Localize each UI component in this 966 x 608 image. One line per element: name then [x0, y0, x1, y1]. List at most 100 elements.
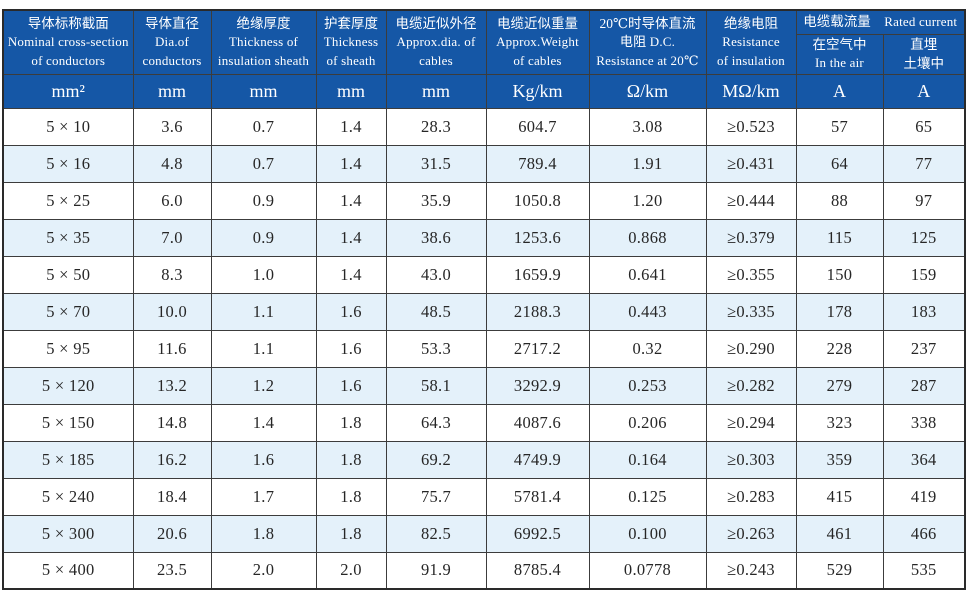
table-row: 5 × 16 4.8 0.7 1.4 31.5 789.4 1.91 ≥0.431 64 77 [2, 144, 966, 183]
unit-cell: mm² [2, 73, 134, 109]
header-zh: 绝缘电阻 [724, 15, 778, 31]
table-cell: 1.6 [315, 292, 387, 331]
table-cell: 115 [795, 218, 884, 257]
table-cell: 1659.9 [485, 255, 590, 294]
table-cell: ≥0.335 [705, 292, 797, 331]
col-header-current-buried: 直埋 土壤中 [882, 33, 966, 75]
table-row: 5 × 185 16.2 1.6 1.8 69.2 4749.9 0.164 ≥0.303 35… [2, 440, 966, 479]
header-en: Approx.Weight [496, 34, 579, 50]
catalog-page: 导体标称截面 Nominal cross-section of conducto… [0, 9, 966, 608]
table-cell: ≥0.243 [705, 551, 797, 590]
table-cell: 3292.9 [485, 366, 590, 405]
table-cell: 0.641 [588, 255, 707, 294]
table-cell: 4749.9 [485, 440, 590, 479]
header-en: of cables [513, 53, 562, 69]
table-cell: 1.8 [315, 477, 387, 516]
table-cell: 5 × 150 [2, 403, 134, 442]
table-cell: 1.1 [210, 292, 317, 331]
table-cell: 0.253 [588, 366, 707, 405]
table-cell: 0.0778 [588, 551, 707, 590]
table-cell: 5 × 10 [2, 107, 134, 146]
table-cell: 1.4 [315, 218, 387, 257]
table-cell: 466 [882, 514, 966, 553]
header-zh: 导体标称截面 [27, 15, 109, 31]
table-cell: 5 × 95 [2, 329, 134, 368]
table-row: 5 × 95 11.6 1.1 1.6 53.3 2717.2 0.32 ≥0.290 228 2… [2, 329, 966, 368]
header-zh: 20℃时导体直流 [599, 15, 696, 31]
table-cell: 1050.8 [485, 181, 590, 220]
table-cell: 64 [795, 144, 884, 183]
table-cell: 1.8 [315, 514, 387, 553]
col-header-insulation-resistance: 绝缘电阻 Resistance of insulation [705, 9, 797, 75]
table-cell: 1.8 [210, 514, 317, 553]
table-cell: 1.6 [315, 329, 387, 368]
header-en: Thickness of [228, 34, 299, 50]
header-en: Rated current [884, 13, 958, 29]
header-subtitle-row: 在空气中 In the air 直埋 土壤中 [3, 33, 966, 75]
table-row: 5 × 120 13.2 1.2 1.6 58.1 3292.9 0.253 ≥0.282 27… [2, 366, 966, 405]
table-cell: 1.4 [315, 107, 387, 146]
table-cell: 359 [795, 440, 884, 479]
table-cell: 69.2 [385, 440, 487, 479]
table-cell: 159 [882, 255, 966, 294]
header-en: cables [419, 53, 453, 69]
table-cell: 1253.6 [485, 218, 590, 257]
header-zh: 在空气中 [812, 36, 867, 52]
table-cell: 150 [795, 255, 884, 294]
header-en: Dia.of [154, 34, 190, 50]
header-en: Resistance at 20℃ [596, 53, 699, 69]
table-cell: 20.6 [132, 514, 212, 553]
table-cell: 4087.6 [485, 403, 590, 442]
table-cell: 43.0 [385, 255, 487, 294]
table-cell: 364 [882, 440, 966, 479]
table-row: 5 × 35 7.0 0.9 1.4 38.6 1253.6 0.868 ≥0.379 115 1… [2, 218, 966, 257]
table-cell: 0.7 [210, 144, 317, 183]
table-cell: 28.3 [385, 107, 487, 146]
unit-cell: mm [210, 73, 317, 109]
table-header: 导体标称截面 Nominal cross-section of conducto… [2, 9, 966, 109]
header-title-row: 导体标称截面 Nominal cross-section of conducto… [2, 9, 966, 75]
table-cell: ≥0.294 [705, 403, 797, 442]
header-zh: 直埋 [910, 36, 938, 52]
table-row: 5 × 400 23.5 2.0 2.0 91.9 8785.4 0.0778 ≥0.243 5… [2, 551, 966, 590]
table-cell: 323 [795, 403, 884, 442]
table-cell: 5 × 240 [2, 477, 134, 516]
table-cell: 91.9 [385, 551, 487, 590]
col-header-current-in-air: 在空气中 In the air [795, 33, 884, 75]
table-cell: 5 × 50 [2, 255, 134, 294]
table-cell: 1.4 [315, 181, 387, 220]
table-cell: 31.5 [385, 144, 487, 183]
table-cell: 5 × 35 [2, 218, 134, 257]
header-en: Thickness [323, 34, 379, 50]
unit-cell: mm [385, 73, 487, 109]
table-cell: 1.1 [210, 329, 317, 368]
col-header-sheath-thickness: 护套厚度 Thickness of sheath [315, 9, 387, 75]
table-cell: ≥0.282 [705, 366, 797, 405]
table-cell: 0.206 [588, 403, 707, 442]
table-row: 5 × 300 20.6 1.8 1.8 82.5 6992.5 0.100 ≥0.263 46… [2, 514, 966, 553]
table-cell: 0.164 [588, 440, 707, 479]
header-en: of insulation [717, 53, 785, 69]
table-cell: 35.9 [385, 181, 487, 220]
table-cell: 0.9 [210, 181, 317, 220]
table-cell: 461 [795, 514, 884, 553]
table-row: 5 × 70 10.0 1.1 1.6 48.5 2188.3 0.443 ≥0.335 178… [2, 292, 966, 331]
col-header-dc-resistance: 20℃时导体直流 电阻 D.C. Resistance at 20℃ [588, 9, 707, 75]
table-cell: 125 [882, 218, 966, 257]
table-row: 5 × 25 6.0 0.9 1.4 35.9 1050.8 1.20 ≥0.444 88 97 [2, 181, 966, 220]
table-cell: 14.8 [132, 403, 212, 442]
table-cell: 0.868 [588, 218, 707, 257]
unit-cell: mm [132, 73, 212, 109]
header-zh: 土壤中 [903, 56, 945, 72]
table-cell: 5 × 300 [2, 514, 134, 553]
table-cell: 2.0 [315, 551, 387, 590]
table-cell: ≥0.444 [705, 181, 797, 220]
table-cell: 6.0 [132, 181, 212, 220]
table-cell: 287 [882, 366, 966, 405]
table-cell: 77 [882, 144, 966, 183]
col-header-insulation-thickness: 绝缘厚度 Thickness of insulation sheath [210, 9, 317, 75]
header-en: of conductors [31, 53, 106, 69]
header-en: Nominal cross-section [7, 34, 129, 50]
col-header-approx-weight: 电缆近似重量 Approx.Weight of cables [485, 9, 590, 75]
table-cell: 88 [795, 181, 884, 220]
